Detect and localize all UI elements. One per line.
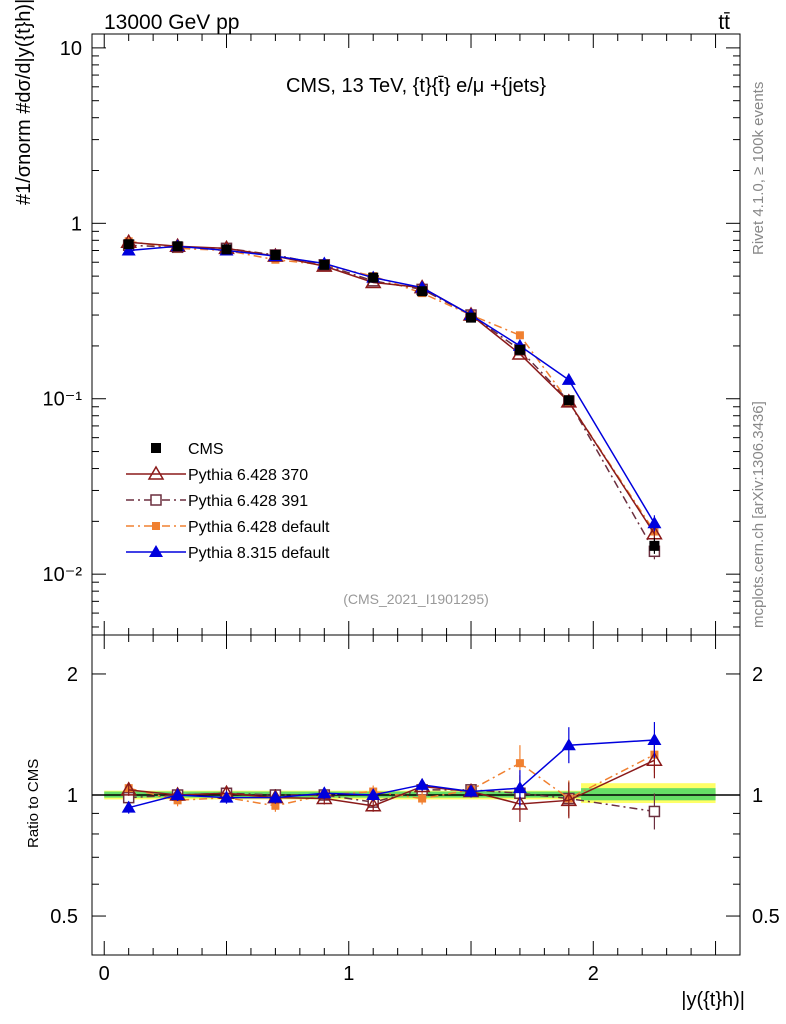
data-point-p6_default bbox=[515, 331, 524, 340]
ratio-point-p8_default bbox=[464, 784, 479, 797]
ratio-point-p6_370 bbox=[364, 797, 382, 812]
ratio-line-p6_391 bbox=[128, 789, 655, 813]
x-axis-label: |y({t}h)| bbox=[681, 989, 745, 1011]
legend-marker-p8_default bbox=[149, 545, 163, 557]
ratio-point-p8_default bbox=[121, 800, 136, 813]
legend-entry-p6_391: Pythia 6.428 391 bbox=[126, 493, 308, 510]
ratio-y-tick-label-right: 0.5 bbox=[752, 906, 780, 928]
data-point-p8_default bbox=[647, 516, 662, 529]
main-y-tick-labels: 10⁻² 10⁻¹ 1 10 bbox=[43, 38, 83, 586]
main-y-label: #1/σnorm #dσ/d|y({t}h)|} bbox=[13, 0, 35, 205]
data-point-cms bbox=[417, 286, 428, 297]
ratio-point-p8_default bbox=[268, 790, 283, 803]
legend-entry-p6_370: Pythia 6.428 370 bbox=[126, 465, 308, 484]
ratio-series-group bbox=[120, 722, 663, 830]
main-title: CMS, 13 TeV, {t}{t̄} e/μ +{jets} bbox=[286, 75, 546, 97]
x-tick-label: 0 bbox=[99, 963, 110, 985]
ratio-point-p6_default bbox=[515, 759, 524, 768]
data-point-cms bbox=[466, 312, 477, 323]
legend-entry-p8_default: Pythia 8.315 default bbox=[126, 545, 330, 562]
ratio-x-ticks bbox=[103, 635, 717, 955]
main-y-tick-label: 10⁻² bbox=[43, 564, 83, 586]
series-p6_391 bbox=[122, 239, 661, 560]
x-tick-label: 1 bbox=[343, 963, 354, 985]
ratio-point-p8_default bbox=[170, 788, 185, 800]
legend-label: Pythia 6.428 370 bbox=[188, 467, 308, 484]
ratio-y-tick-label-left: 1 bbox=[67, 785, 78, 807]
data-point-cms bbox=[514, 344, 525, 355]
legend: CMS Pythia 6.428 370 Pythia 6.428 391 Pythi… bbox=[126, 441, 330, 562]
ratio-point-p6_370 bbox=[560, 791, 578, 807]
main-x-ticks bbox=[103, 34, 717, 635]
ratio-point-p6_370 bbox=[511, 795, 529, 810]
ratio-x-tick-labels: 0 1 2 bbox=[99, 963, 599, 985]
legend-label: CMS bbox=[188, 441, 224, 458]
ratio-point-p8_default bbox=[366, 788, 381, 800]
legend-label: Pythia 6.428 default bbox=[188, 519, 330, 536]
legend-label: Pythia 8.315 default bbox=[188, 545, 330, 562]
header-left: 13000 GeV pp bbox=[104, 11, 239, 34]
series-cms bbox=[123, 239, 660, 554]
main-y-ticks bbox=[92, 47, 740, 628]
ratio-y-ticks bbox=[92, 673, 740, 956]
ratio-point-p8_default bbox=[415, 777, 430, 790]
ratio-point-p8_default bbox=[561, 738, 576, 751]
data-point-cms bbox=[319, 259, 330, 270]
ratio-point-p8_default bbox=[512, 781, 527, 794]
legend-entry-cms: CMS bbox=[151, 441, 224, 458]
data-point-cms bbox=[123, 239, 134, 250]
ratio-uncertainty-band bbox=[92, 783, 740, 804]
ratio-point-p6_370 bbox=[646, 751, 663, 767]
legend-marker-p6_391 bbox=[150, 494, 162, 506]
ratio-point-p8_default bbox=[317, 786, 332, 799]
main-y-tick-label: 10⁻¹ bbox=[43, 389, 83, 411]
main-y-tick-label: 1 bbox=[71, 213, 82, 235]
series-line-p6_370 bbox=[128, 241, 656, 535]
series-p8_default bbox=[121, 239, 662, 532]
data-point-cms bbox=[563, 395, 574, 406]
ratio-point-p6_default bbox=[418, 794, 427, 803]
ratio-point-p6_default bbox=[271, 801, 280, 810]
ratio-y-tick-label-left: 0.5 bbox=[50, 906, 78, 928]
data-point-cms bbox=[270, 249, 281, 260]
data-point-p8_default bbox=[121, 243, 136, 256]
ratio-y-tick-label-right: 2 bbox=[752, 664, 763, 686]
data-point-p8_default bbox=[561, 372, 576, 385]
data-point-cms bbox=[172, 241, 183, 252]
data-point-cms bbox=[368, 272, 379, 283]
data-point-cms bbox=[221, 244, 232, 255]
main-y-tick-label: 10 bbox=[60, 38, 82, 60]
ratio-y-tick-labels: 0.5 0.5 1 1 2 2 bbox=[50, 664, 780, 928]
header-right: tt̄ bbox=[718, 11, 730, 34]
ratio-point-p6_391 bbox=[648, 805, 661, 818]
legend-marker-cms bbox=[151, 443, 161, 453]
ratio-series-p8_default bbox=[121, 722, 662, 814]
rivet-label: Rivet 4.1.0, ≥ 100k events bbox=[750, 82, 767, 255]
ratio-y-label: Ratio to CMS bbox=[25, 759, 42, 848]
ratio-series-p6_default bbox=[124, 736, 659, 817]
legend-entry-p6_default: Pythia 6.428 default bbox=[126, 519, 330, 536]
ratio-y-tick-label-right: 1 bbox=[752, 785, 763, 807]
main-series-group bbox=[120, 233, 663, 560]
series-line-p6_391 bbox=[128, 244, 656, 552]
ratio-series-p6_391 bbox=[122, 775, 661, 830]
data-point-cms bbox=[649, 540, 660, 551]
watermark: (CMS_2021_I1901295) bbox=[343, 591, 489, 607]
x-tick-label: 2 bbox=[588, 963, 599, 985]
legend-marker-p6_default bbox=[152, 522, 160, 530]
ratio-y-tick-label-left: 2 bbox=[67, 664, 78, 686]
legend-label: Pythia 6.428 391 bbox=[188, 493, 308, 510]
mcplots-label: mcplots.cern.ch [arXiv:1306.3436] bbox=[750, 401, 767, 628]
legend-marker-p6_370 bbox=[147, 465, 165, 480]
band-inner bbox=[581, 788, 716, 801]
ratio-point-p8_default bbox=[647, 733, 662, 746]
ratio-point-p6_370 bbox=[120, 781, 137, 796]
ratio-point-p8_default bbox=[219, 790, 234, 803]
ratio-series-p6_370 bbox=[120, 742, 663, 822]
